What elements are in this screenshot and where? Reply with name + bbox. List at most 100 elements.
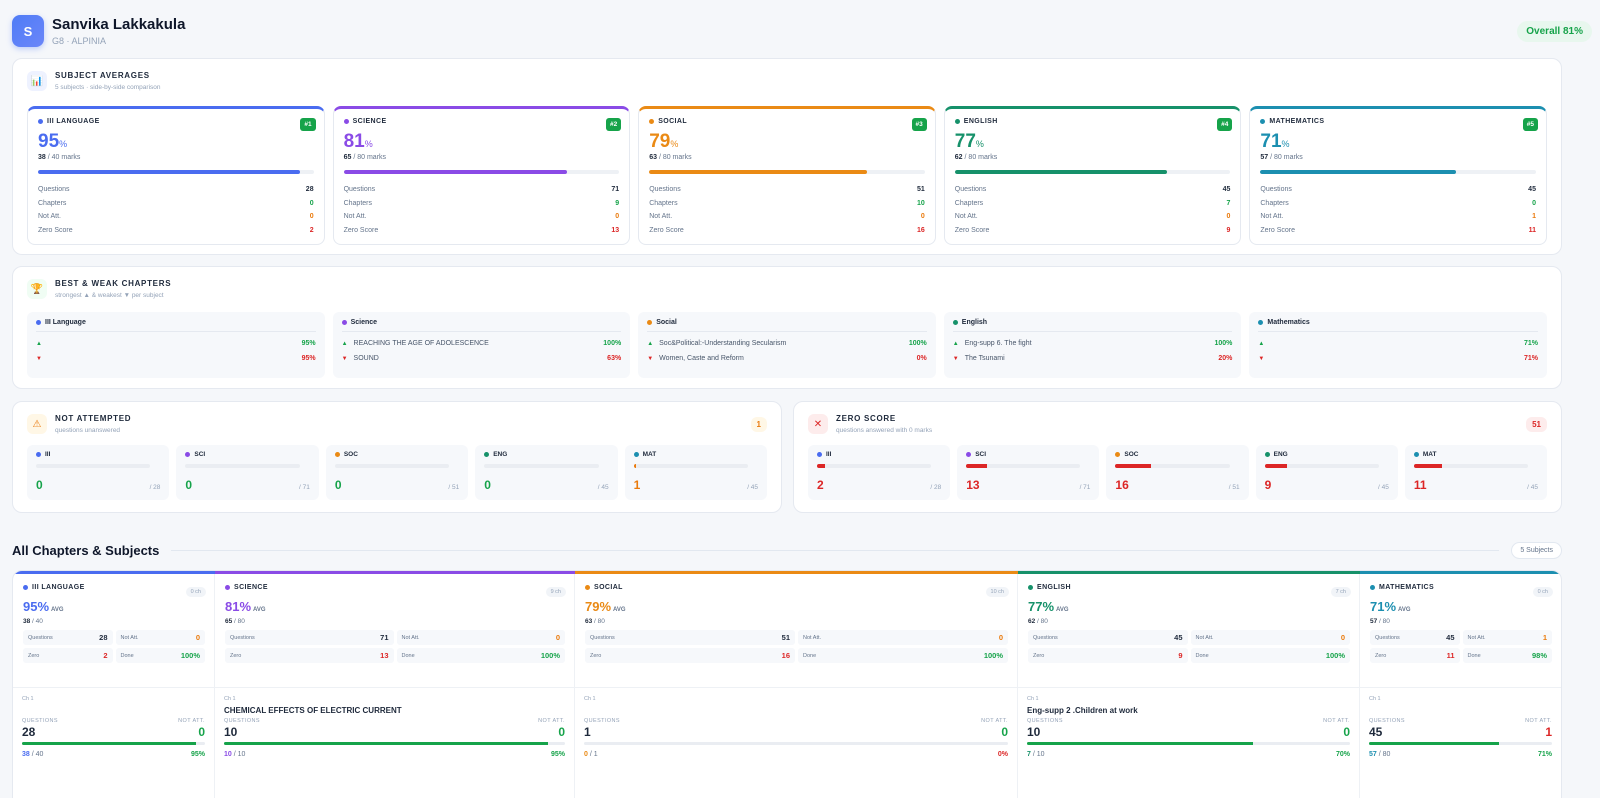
rank-badge: #4 xyxy=(1217,118,1233,131)
chapter-name: The Tsunami xyxy=(964,355,1005,362)
stat-label: Not Att. xyxy=(1260,213,1284,221)
not-attempted-label: NOT ATT. xyxy=(1525,718,1552,724)
best-weak-card: Mathematics ▲ 71% ▼ 71% xyxy=(1249,312,1547,378)
average-value: 81% xyxy=(225,599,252,614)
count-total: / 45 xyxy=(1377,484,1389,491)
chapter-title: CHEMICAL EFFECTS OF ELECTRIC CURRENT xyxy=(224,706,402,715)
chapter-percentage: 100% xyxy=(1214,340,1233,347)
stat-label: Done xyxy=(1195,652,1209,659)
stat-value: 7 xyxy=(1226,199,1231,207)
subject-percentage: 71% xyxy=(1260,131,1536,153)
subject-dot-icon xyxy=(966,452,972,457)
marks-total: / 80 marks xyxy=(353,154,387,161)
zero-score-panel: ✕ ZERO SCORE questions answered with 0 m… xyxy=(793,401,1562,513)
subject-dot-icon xyxy=(633,452,639,457)
stat-value: 45 xyxy=(1222,186,1231,194)
chapter-labels: QUESTIONS NOT ATT. xyxy=(1027,718,1350,724)
chapter-percentage: 95% xyxy=(550,751,565,758)
chapter-percentage: 0% xyxy=(916,355,927,362)
subject-average-card[interactable]: MATHEMATICS #5 71% 57 / 80 marks Questions 45… xyxy=(1249,106,1547,245)
stat-value: 11 xyxy=(1446,651,1455,660)
marks-summary: 65 / 80 marks xyxy=(344,154,620,161)
stat-cell-zero: Zero 2 xyxy=(23,648,113,663)
chapter-footer: 0 / 1 0% xyxy=(584,751,1008,758)
chapter-card[interactable]: Ch 1 QUESTIONS NOT ATT. 1 0 0 / 1 0% xyxy=(575,688,1017,766)
chapter-number: Ch 1 xyxy=(22,696,34,702)
count-total: / 45 xyxy=(1527,484,1539,491)
stat-row-not-att: Not Att. 0 xyxy=(38,210,314,224)
chapter-card[interactable]: Ch 1 QUESTIONS NOT ATT. 45 1 57 / 80 71% xyxy=(1360,688,1561,766)
stat-value: 2 xyxy=(309,226,314,234)
stat-value: 16 xyxy=(916,226,925,234)
stat-cell-zero: Zero 11 xyxy=(1370,648,1460,663)
chapter-percentage: 95% xyxy=(190,751,205,758)
chapter-card[interactable]: Ch 1 Eng-supp 2 .Children at work QUESTION… xyxy=(1018,688,1359,766)
stat-row-chapters: Chapters 10 xyxy=(649,197,925,211)
chapter-progress-bar xyxy=(584,742,1008,745)
stat-value: 0 xyxy=(309,213,314,221)
marks-summary: 65 / 80 xyxy=(225,618,565,625)
stat-value: 9 xyxy=(615,199,620,207)
subject-average-card[interactable]: SOCIAL #3 79% 63 / 80 marks Questions 51 Chapt… xyxy=(638,106,936,245)
mini-bar xyxy=(36,464,151,468)
subject-name-label: III LANGUAGE xyxy=(47,118,100,125)
subject-summary[interactable]: ENGLISH 7 ch 77% AVG 62 / 80 Questions 45 Not A… xyxy=(1018,574,1359,688)
chapter-marks-scored: 7 xyxy=(1027,751,1031,758)
marks-scored: 63 xyxy=(585,618,593,625)
chapter-progress-bar xyxy=(1369,742,1552,745)
stat-label: Questions xyxy=(1260,186,1292,194)
chapter-progress-fill xyxy=(22,742,196,745)
chapter-values: 10 0 xyxy=(224,725,565,739)
subject-code: III xyxy=(36,451,160,458)
subject-summary[interactable]: III LANGUAGE 0 ch 95% AVG 38 / 40 Questions 28… xyxy=(13,574,214,688)
stat-label: Chapters xyxy=(649,199,678,207)
subject-average-card[interactable]: ENGLISH #4 77% 62 / 80 marks Questions 45 Chap… xyxy=(943,106,1242,245)
chapter-marks: 7 / 10 xyxy=(1027,751,1045,758)
questions-value: 45 xyxy=(1369,725,1383,739)
chapter-marks: 10 / 10 xyxy=(224,751,245,758)
marks-summary: 62 / 80 marks xyxy=(955,154,1231,161)
chapter-title xyxy=(1369,706,1552,716)
chapter-name: Women, Caste and Reform xyxy=(659,355,744,362)
stat-value: 45 xyxy=(1446,633,1455,642)
stat-cell-done: Done 98% xyxy=(1462,648,1552,663)
chapter-card[interactable]: Ch 1 CHEMICAL EFFECTS OF ELECTRIC CURRENT… xyxy=(215,688,574,766)
subject-column: MATHEMATICS 0 ch 71% AVG 57 / 80 Questions 45 N… xyxy=(1360,574,1561,798)
subject-average-card[interactable]: III LANGUAGE #1 95% 38 / 40 marks Questions 2… xyxy=(27,106,325,245)
chapter-progress-fill xyxy=(1027,742,1254,745)
stats-grid: Questions 45 Not Att. 1 Zero 11 Done 98% xyxy=(1370,630,1552,663)
chapter-values: 45 1 xyxy=(1369,725,1552,739)
rank-badge: #1 xyxy=(300,118,316,131)
subject-name-label: SCIENCE xyxy=(352,118,387,125)
count-value: 11 xyxy=(1413,478,1427,492)
subject-summary[interactable]: SCIENCE 9 ch 81% AVG 65 / 80 Questions 71 Not A… xyxy=(215,574,574,688)
subject-summary[interactable]: MATHEMATICS 0 ch 71% AVG 57 / 80 Questions 45 N… xyxy=(1360,574,1561,688)
stat-cell-done: Done 100% xyxy=(396,648,565,663)
stat-value: 1 xyxy=(1532,213,1536,221)
questions-label: QUESTIONS xyxy=(224,718,260,724)
marks-total: / 40 marks xyxy=(47,154,81,161)
subject-code: MAT xyxy=(633,451,758,458)
best-chapter-row: ▲ REACHING THE AGE OF ADOLESCENCE 100% xyxy=(342,340,622,347)
weak-chapter-row: ▼ SOUND 63% xyxy=(342,355,622,362)
subject-column: ENGLISH 7 ch 77% AVG 62 / 80 Questions 45 Not A… xyxy=(1018,574,1360,798)
subject-dot-icon xyxy=(1115,452,1121,457)
stat-cell-zero: Zero 9 xyxy=(1028,648,1188,663)
progress-bar xyxy=(649,170,925,174)
stat-label: Zero Score xyxy=(649,226,684,234)
best-chapter-row: ▲ 71% xyxy=(1258,340,1538,347)
stat-row-zero: Zero Score 11 xyxy=(1260,224,1536,238)
subject-color-segment xyxy=(575,571,1018,574)
section-title: All Chapters & Subjects xyxy=(12,543,160,558)
stat-cell-not-att: Not Att. 0 xyxy=(115,630,205,645)
mini-bar-fill xyxy=(966,464,988,468)
percent-sign: % xyxy=(59,139,68,149)
questions-label: QUESTIONS xyxy=(584,718,620,724)
subject-summary[interactable]: SOCIAL 10 ch 79% AVG 63 / 80 Questions 51 Not A… xyxy=(575,574,1017,688)
count-value: 16 xyxy=(1115,478,1129,492)
chapter-card[interactable]: Ch 1 QUESTIONS NOT ATT. 28 0 38 / 40 95% xyxy=(13,688,214,766)
subject-average-card[interactable]: SCIENCE #2 81% 65 / 80 marks Questions 71 Chap… xyxy=(332,106,631,245)
marks-total: / 80 xyxy=(1379,618,1390,625)
stat-row-questions: Questions 45 xyxy=(955,183,1231,197)
zero-score-item: ENG 9 / 45 xyxy=(1255,445,1398,500)
